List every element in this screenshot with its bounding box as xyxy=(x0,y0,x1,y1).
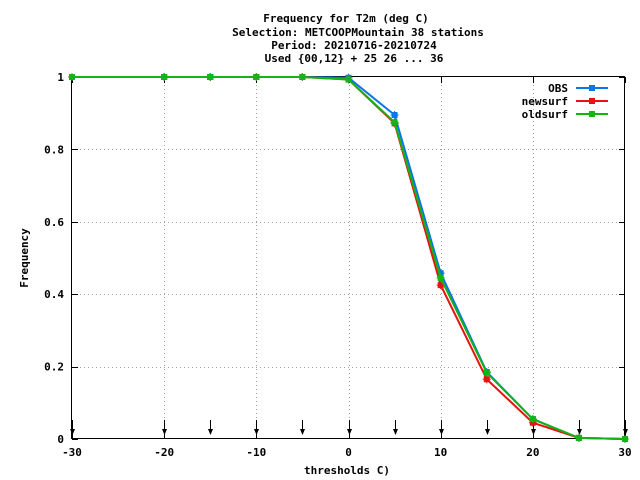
threshold-arrow-head xyxy=(393,429,398,435)
chart-title: Frequency for T2m (deg C) Selection: MET… xyxy=(232,12,484,65)
title-line-3: Period: 20210716-20210724 xyxy=(271,39,437,52)
threshold-markers xyxy=(70,420,628,435)
title-line-1: Frequency for T2m (deg C) xyxy=(263,12,429,25)
legend-label-OBS: OBS xyxy=(548,82,568,95)
legend-marker-oldsurf xyxy=(589,111,595,117)
series-oldsurf xyxy=(68,73,629,443)
title-line-4: Used {00,12} + 25 26 ... 36 xyxy=(265,52,444,65)
x-tick-label: -10 xyxy=(246,446,266,459)
threshold-arrow-head xyxy=(577,429,582,435)
y-axis-label: Frequency xyxy=(18,228,31,288)
series-line-OBS xyxy=(72,76,626,440)
x-tick-label: 20 xyxy=(526,446,539,459)
y-tick-label: 0.6 xyxy=(44,216,64,229)
threshold-arrow-head xyxy=(485,429,490,435)
y-tick-label: 0.2 xyxy=(44,361,64,374)
threshold-arrow-head xyxy=(300,429,305,435)
x-tick-label: 30 xyxy=(618,446,631,459)
threshold-arrow-head xyxy=(439,429,444,435)
threshold-arrow-head xyxy=(623,429,628,435)
legend-label-oldsurf: oldsurf xyxy=(522,108,568,121)
x-axis-label: thresholds C) xyxy=(304,464,390,477)
x-tick-label: -20 xyxy=(154,446,174,459)
threshold-arrow-head xyxy=(162,429,167,435)
title-line-2: Selection: METCOOPMountain 38 stations xyxy=(232,26,484,39)
series-line-oldsurf xyxy=(72,76,626,440)
x-tick-label: -30 xyxy=(62,446,82,459)
y-tick-label: 0.8 xyxy=(44,143,64,156)
legend-marker-OBS xyxy=(589,85,595,91)
grid-lines xyxy=(72,77,625,439)
series-OBS xyxy=(68,73,629,443)
threshold-arrow-head xyxy=(208,429,213,435)
y-tick-label: 0 xyxy=(57,433,64,446)
threshold-arrow-head xyxy=(70,429,75,435)
threshold-arrow-head xyxy=(531,429,536,435)
y-tick-label: 0.4 xyxy=(44,288,64,301)
legend-label-newsurf: newsurf xyxy=(522,95,568,108)
threshold-arrow-head xyxy=(347,429,352,435)
data-series xyxy=(68,73,629,443)
y-tick-label: 1 xyxy=(57,71,64,84)
plot-frame xyxy=(71,76,625,439)
x-tick-label: 0 xyxy=(345,446,352,459)
x-tick-label: 10 xyxy=(434,446,447,459)
axis-ticks: -30 -20 -10 0 10 20 30 0 0.2 0.4 0.6 0.8 1 xyxy=(44,71,632,459)
series-line-newsurf xyxy=(72,76,626,440)
threshold-arrow-head xyxy=(254,429,259,435)
legend-marker-newsurf xyxy=(589,98,595,104)
series-newsurf xyxy=(68,73,629,443)
